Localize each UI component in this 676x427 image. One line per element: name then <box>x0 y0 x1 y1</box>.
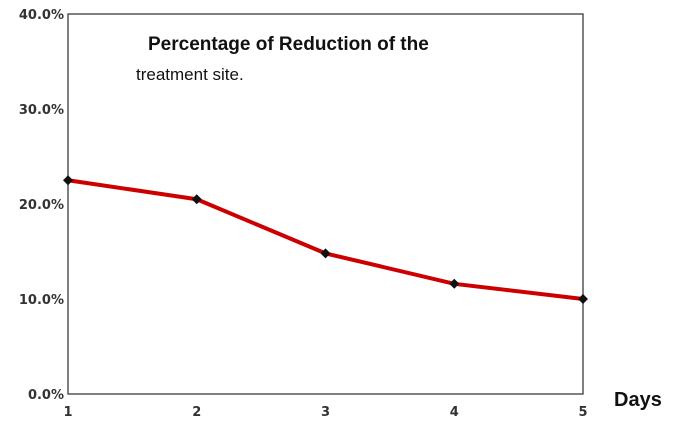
x-tick-label: 4 <box>450 405 459 420</box>
x-axis-label: Days <box>614 389 662 411</box>
series-line <box>67 178 584 301</box>
data-point-marker <box>63 175 73 186</box>
series-group <box>63 175 588 304</box>
x-tick-label: 5 <box>578 405 587 420</box>
chart-title-line-1: Percentage of Reduction of the <box>148 34 429 55</box>
x-axis: 1 2 3 4 5 <box>63 405 587 420</box>
x-tick-label: 3 <box>321 405 330 420</box>
y-tick-label: 20.0% <box>19 198 64 213</box>
y-tick-label: 10.0% <box>19 293 64 308</box>
data-point-marker <box>578 294 588 304</box>
data-point-marker <box>320 248 331 259</box>
y-tick-label: 30.0% <box>19 103 64 118</box>
y-axis: 0.0% 10.0% 20.0% 30.0% 40.0% <box>19 8 64 403</box>
data-point-marker <box>191 194 202 205</box>
y-tick-label: 0.0% <box>28 388 64 403</box>
x-tick-label: 2 <box>192 405 201 420</box>
chart-title-line-2: treatment site. <box>136 65 244 84</box>
data-point-marker <box>449 278 460 289</box>
y-tick-label: 40.0% <box>19 8 64 23</box>
plot-area-frame <box>67 13 584 395</box>
x-tick-label: 1 <box>63 405 72 420</box>
